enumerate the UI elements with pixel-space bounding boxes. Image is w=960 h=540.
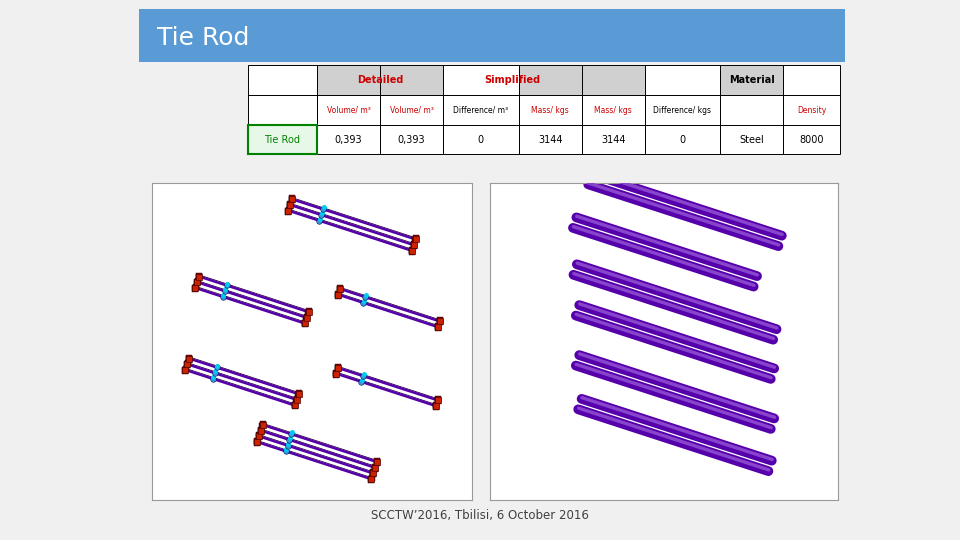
Bar bbox=[380, 125, 443, 154]
Text: Simplified: Simplified bbox=[484, 75, 540, 85]
Bar bbox=[720, 65, 783, 95]
Bar bbox=[518, 125, 582, 154]
Bar bbox=[518, 65, 582, 95]
Text: 0: 0 bbox=[478, 134, 484, 145]
Bar bbox=[645, 65, 720, 95]
Bar bbox=[783, 65, 840, 95]
Bar bbox=[248, 65, 317, 95]
Bar bbox=[783, 95, 840, 125]
Bar bbox=[317, 65, 380, 95]
Bar bbox=[380, 95, 443, 125]
Bar bbox=[248, 125, 317, 154]
Text: SCCTW’2016, Tbilisi, 6 October 2016: SCCTW’2016, Tbilisi, 6 October 2016 bbox=[372, 509, 588, 522]
Bar bbox=[582, 125, 645, 154]
Text: Difference/ m³: Difference/ m³ bbox=[453, 106, 509, 114]
Text: 3144: 3144 bbox=[601, 134, 625, 145]
Bar bbox=[248, 125, 317, 154]
Text: 0: 0 bbox=[680, 134, 685, 145]
Text: Material: Material bbox=[729, 75, 775, 85]
Text: Detailed model: Detailed model bbox=[155, 355, 251, 368]
Text: Density: Density bbox=[797, 106, 827, 114]
Bar bbox=[645, 125, 720, 154]
Bar bbox=[720, 125, 783, 154]
Bar bbox=[443, 95, 518, 125]
Bar bbox=[443, 65, 518, 95]
Bar bbox=[518, 95, 582, 125]
Bar bbox=[582, 95, 645, 125]
Text: Volume/ m³: Volume/ m³ bbox=[390, 106, 434, 114]
Bar bbox=[317, 125, 380, 154]
Text: Tie Rod: Tie Rod bbox=[156, 26, 250, 50]
Bar bbox=[582, 65, 645, 95]
Bar bbox=[645, 95, 720, 125]
Text: Steel: Steel bbox=[739, 134, 764, 145]
Bar bbox=[317, 95, 380, 125]
Text: 3144: 3144 bbox=[538, 134, 563, 145]
Text: 0,393: 0,393 bbox=[335, 134, 362, 145]
Bar bbox=[248, 95, 317, 125]
Bar bbox=[443, 125, 518, 154]
Text: Simplifield model: Simplifield model bbox=[721, 355, 830, 368]
Text: 8000: 8000 bbox=[800, 134, 824, 145]
Bar bbox=[380, 65, 443, 95]
Text: Detailed: Detailed bbox=[357, 75, 403, 85]
Text: Volume/ m³: Volume/ m³ bbox=[326, 106, 371, 114]
Bar bbox=[783, 125, 840, 154]
Bar bbox=[720, 95, 783, 125]
Text: Difference/ kgs: Difference/ kgs bbox=[654, 106, 711, 114]
Text: Mass/ kgs: Mass/ kgs bbox=[594, 106, 632, 114]
Text: Mass/ kgs: Mass/ kgs bbox=[531, 106, 569, 114]
Text: Tie Rod: Tie Rod bbox=[264, 134, 300, 145]
Text: 0,393: 0,393 bbox=[397, 134, 425, 145]
